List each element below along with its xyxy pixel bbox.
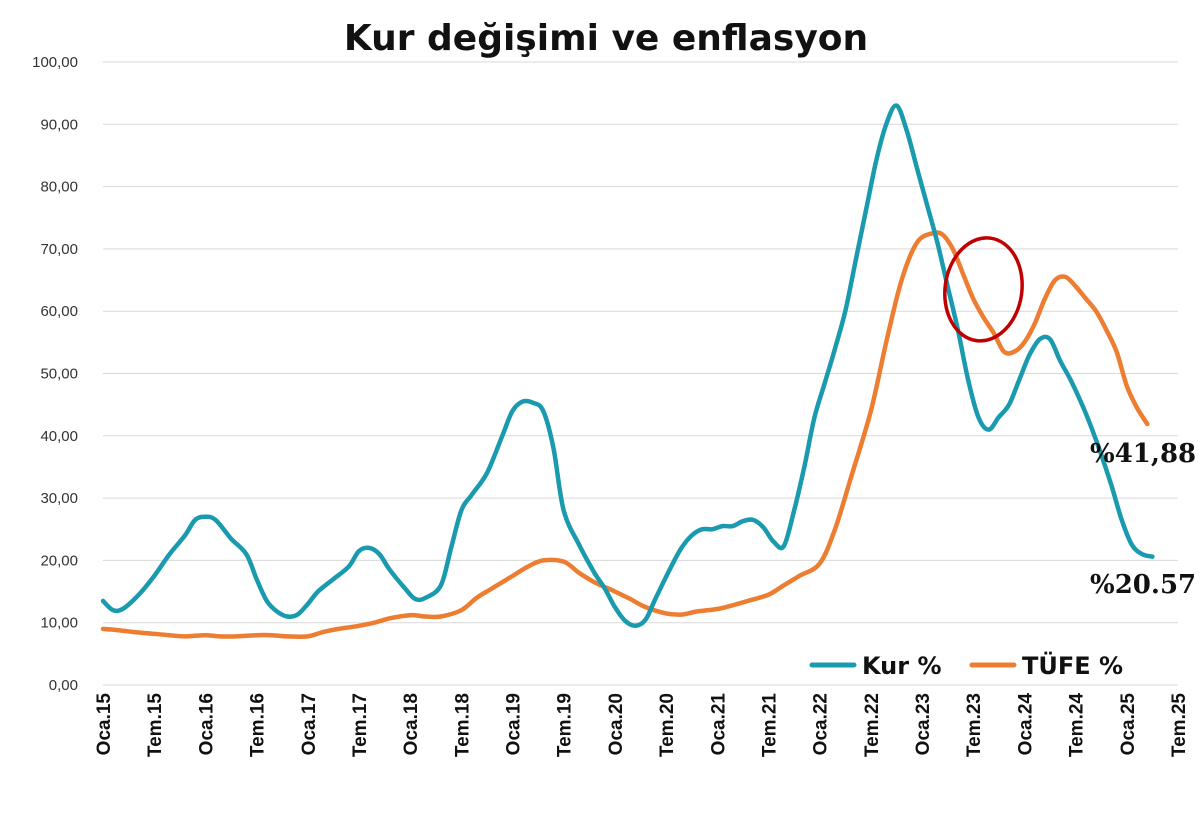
highlight-ellipse <box>943 236 1024 343</box>
x-tick-label: Tem.22 <box>862 693 883 757</box>
x-tick-label: Tem.25 <box>1169 693 1190 758</box>
series-lines <box>100 103 1155 640</box>
legend-label-kur: Kur % <box>862 652 942 680</box>
y-axis: 0,00 10,00 20,00 30,00 40,00 50,00 60,00 70,00 8… <box>32 54 78 694</box>
x-tick-label: Tem.17 <box>350 693 371 757</box>
x-tick-label: Oca.16 <box>196 693 217 755</box>
x-tick-label: Tem.20 <box>657 693 678 757</box>
x-tick-label: Tem.19 <box>555 693 576 757</box>
x-tick-label: Oca.22 <box>811 693 832 755</box>
x-tick-label: Tem.24 <box>1067 693 1088 758</box>
chart-title: Kur değişimi ve enflasyon <box>344 18 868 59</box>
y-tick-label: 90,00 <box>40 116 78 133</box>
x-tick-label: Oca.20 <box>606 693 627 755</box>
x-tick-label: Tem.21 <box>759 693 780 758</box>
y-tick-label: 70,00 <box>40 241 78 258</box>
legend: Kur % TÜFE % <box>809 650 1123 680</box>
x-tick-label: Oca.15 <box>94 693 115 756</box>
y-tick-label: 40,00 <box>40 428 78 445</box>
highlight-ellipse-group <box>943 236 1024 343</box>
x-tick-label: Oca.24 <box>1015 693 1036 756</box>
x-tick-label: Oca.19 <box>504 693 525 755</box>
y-tick-label: 30,00 <box>40 490 78 507</box>
x-tick-label: Oca.21 <box>708 693 729 756</box>
x-tick-label: Oca.23 <box>913 693 934 755</box>
x-tick-label: Tem.16 <box>248 693 269 757</box>
y-tick-label: 20,00 <box>40 552 78 569</box>
y-tick-label: 10,00 <box>40 615 78 632</box>
x-tick-label: Oca.17 <box>299 693 320 755</box>
y-tick-label: 60,00 <box>40 303 78 320</box>
x-tick-label: Oca.25 <box>1118 693 1139 756</box>
annotations: %41,88 %20.57 <box>1090 439 1196 600</box>
annotation-label: %20.57 <box>1090 570 1196 600</box>
x-axis: Oca.15 Tem.15 Oca.16 Tem.16 Oca.17 Tem.17 Oca.… <box>94 693 1190 758</box>
series-line-kur <box>100 103 1155 629</box>
series-line-tufe <box>100 230 1150 640</box>
y-tick-label: 100,00 <box>32 54 78 71</box>
y-tick-label: 80,00 <box>40 179 78 196</box>
x-tick-label: Tem.18 <box>452 693 473 757</box>
x-tick-label: Tem.15 <box>145 693 166 758</box>
y-tick-label: 0,00 <box>49 677 78 694</box>
y-tick-label: 50,00 <box>40 366 78 383</box>
legend-label-tufe: TÜFE % <box>1022 650 1123 680</box>
x-tick-label: Tem.23 <box>964 693 985 757</box>
gridlines <box>103 61 1178 686</box>
x-tick-label: Oca.18 <box>401 693 422 755</box>
annotation-label: %41,88 <box>1090 439 1196 469</box>
